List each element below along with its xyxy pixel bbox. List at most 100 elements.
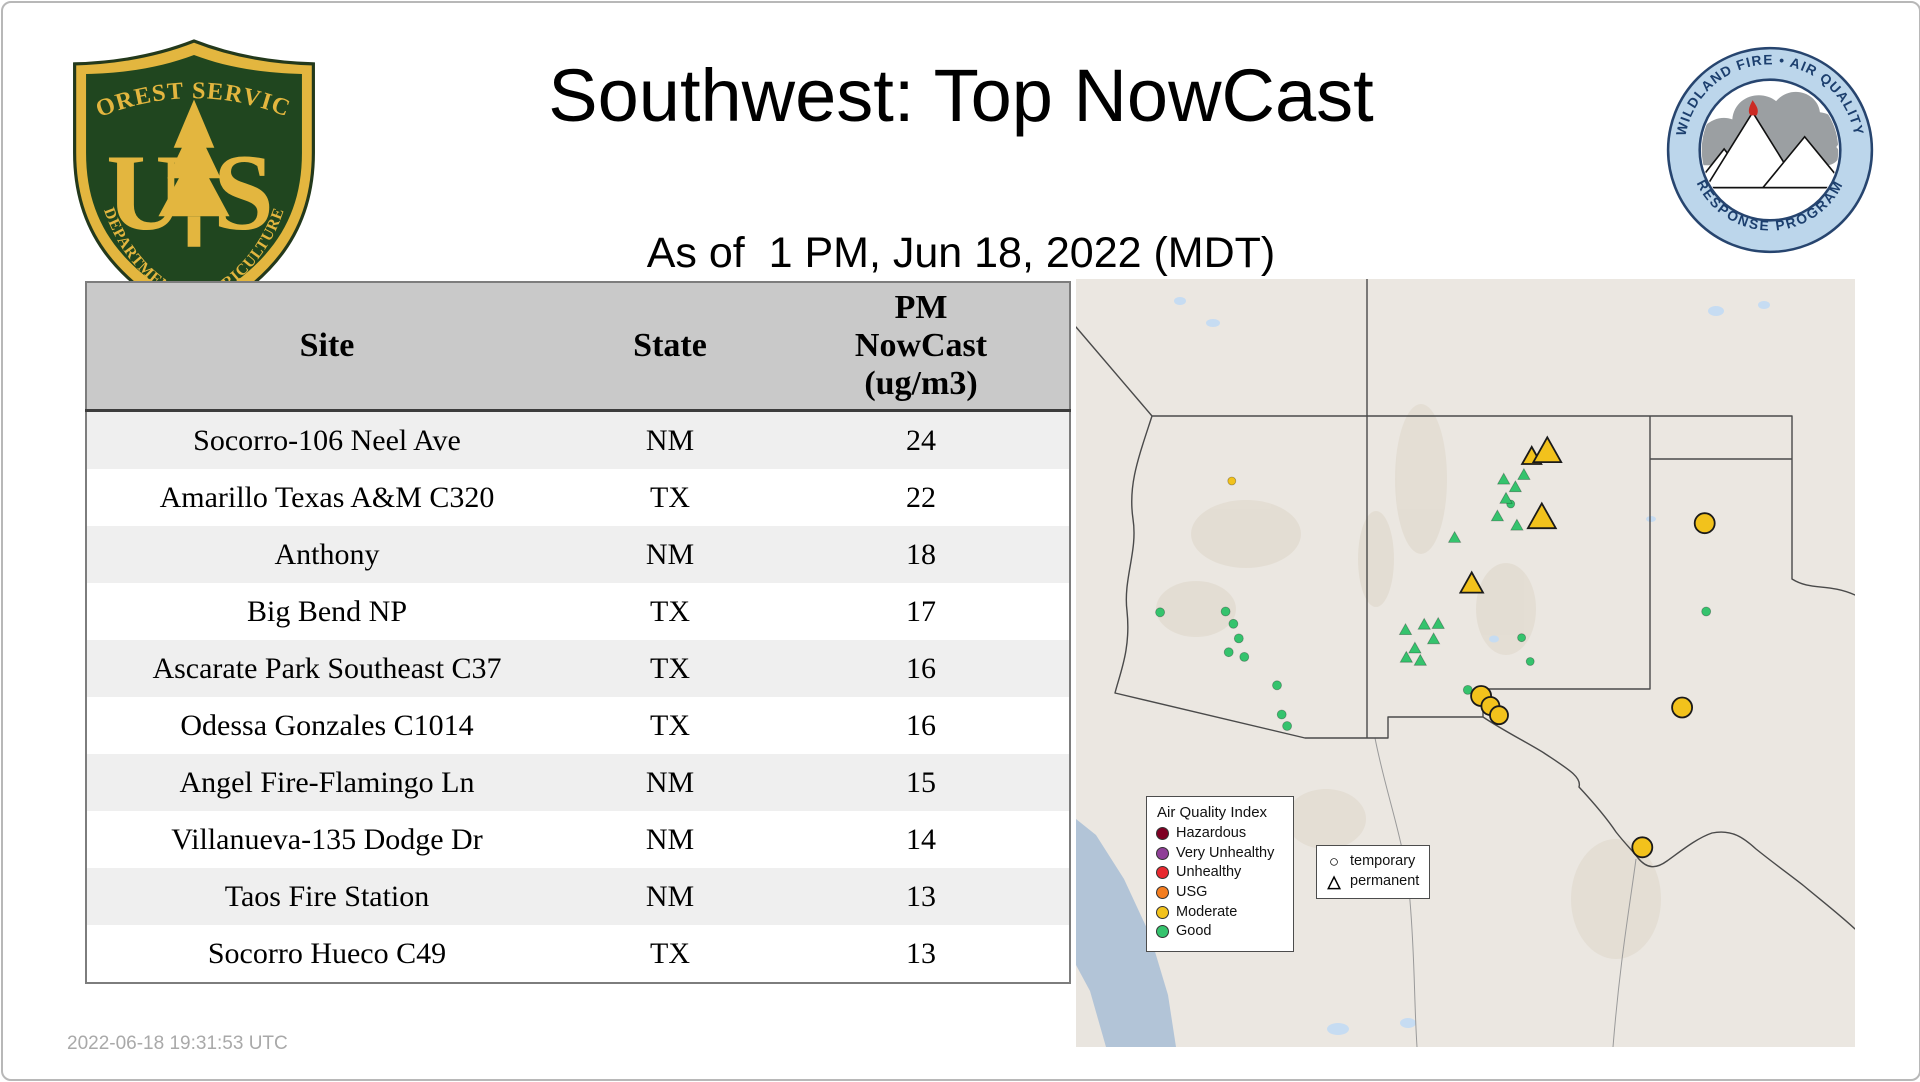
column-header-state: State bbox=[567, 282, 773, 412]
legend-item: Good bbox=[1156, 923, 1284, 940]
cell-nowcast-value: 14 bbox=[773, 811, 1070, 868]
flame-icon bbox=[1748, 100, 1758, 116]
legend-color-swatch bbox=[1156, 885, 1169, 899]
shape-legend-label: permanent bbox=[1350, 873, 1420, 890]
cell-nowcast-value: 16 bbox=[773, 697, 1070, 754]
cell-nowcast-value: 13 bbox=[773, 868, 1070, 925]
map-marker-good-triangle bbox=[1431, 616, 1445, 629]
map-marker-good-dot bbox=[1701, 606, 1712, 617]
legend-item: Moderate bbox=[1156, 904, 1284, 921]
state-borders bbox=[1076, 279, 1855, 930]
table-row: Taos Fire Station NM 13 bbox=[86, 868, 1070, 925]
table-row: Odessa Gonzales C1014 TX 16 bbox=[86, 697, 1070, 754]
map-marker-moderate-circle bbox=[1693, 512, 1716, 535]
legend-color-swatch bbox=[1156, 925, 1169, 939]
cell-state: TX bbox=[567, 469, 773, 526]
table-row: Anthony NM 18 bbox=[86, 526, 1070, 583]
map-marker-good-dot bbox=[1525, 657, 1535, 666]
table-row: Angel Fire-Flamingo Ln NM 15 bbox=[86, 754, 1070, 811]
map-marker-good-triangle bbox=[1447, 530, 1462, 543]
usfs-letter-s: S bbox=[213, 132, 274, 253]
map-marker-good-triangle bbox=[1510, 518, 1524, 531]
legend-item: Unhealthy bbox=[1156, 864, 1284, 881]
baja-land bbox=[1076, 965, 1106, 1047]
aqi-legend-items: Hazardous Very Unhealthy Unhealthy USG Moder… bbox=[1156, 825, 1284, 940]
cell-state: NM bbox=[567, 868, 773, 925]
cell-nowcast-value: 24 bbox=[773, 410, 1070, 469]
shape-legend-item: ○ temporary bbox=[1325, 853, 1419, 870]
map-marker-good-dot bbox=[1276, 709, 1287, 720]
legend-color-swatch bbox=[1156, 826, 1169, 840]
mountains-shape bbox=[1701, 110, 1839, 189]
map-marker-good-triangle bbox=[1496, 472, 1511, 485]
map-marker-good-triangle bbox=[1417, 617, 1431, 630]
shape-legend-label: temporary bbox=[1350, 853, 1416, 870]
cell-state: NM bbox=[567, 526, 773, 583]
map-marker-good-triangle bbox=[1399, 650, 1414, 663]
legend-item: USG bbox=[1156, 884, 1284, 901]
map-marker-good-triangle bbox=[1517, 467, 1531, 480]
seal-artwork bbox=[1701, 91, 1839, 189]
cell-nowcast-value: 16 bbox=[773, 640, 1070, 697]
cell-nowcast-value: 15 bbox=[773, 754, 1070, 811]
map-marker-good-dot bbox=[1223, 647, 1234, 658]
legend-color-swatch bbox=[1156, 846, 1169, 860]
legend-label: Hazardous bbox=[1176, 825, 1247, 841]
legend-label: Unhealthy bbox=[1176, 864, 1242, 881]
cell-state: NM bbox=[567, 410, 773, 469]
page-subtitle: As of 1 PM, Jun 18, 2022 (MDT) bbox=[646, 229, 1276, 277]
map-marker-good-dot bbox=[1272, 680, 1282, 691]
cell-site: Socorro Hueco C49 bbox=[86, 925, 567, 983]
table-row: Socorro-106 Neel Ave NM 24 bbox=[86, 410, 1070, 469]
cell-state: TX bbox=[567, 925, 773, 983]
map-marker-good-dot bbox=[1233, 633, 1244, 644]
map-marker-good-triangle bbox=[1398, 622, 1413, 636]
cell-site: Amarillo Texas A&M C320 bbox=[86, 469, 567, 526]
legend-item: Very Unhealthy bbox=[1156, 845, 1284, 862]
legend-label: USG bbox=[1176, 884, 1208, 901]
cell-state: NM bbox=[567, 811, 773, 868]
map-marker-good-triangle bbox=[1499, 491, 1513, 504]
cell-state: NM bbox=[567, 754, 773, 811]
cell-state: TX bbox=[567, 583, 773, 640]
cell-site: Anthony bbox=[86, 526, 567, 583]
pine-tree-icon bbox=[158, 99, 230, 247]
column-header-pm-text: PM NowCast (ug/m3) bbox=[854, 288, 988, 403]
map-marker-good-dot bbox=[1228, 618, 1239, 629]
nowcast-table: Site State PM NowCast (ug/m3) Socorro-10… bbox=[85, 281, 1071, 984]
map-marker-good-triangle bbox=[1426, 632, 1441, 645]
map-marker-good-dot bbox=[1517, 633, 1527, 643]
aqi-map: Air Quality Index Hazardous Very Unhealth… bbox=[1076, 279, 1855, 1047]
legend-color-swatch bbox=[1156, 866, 1169, 880]
legend-label: Moderate bbox=[1176, 903, 1238, 920]
cell-site: Angel Fire-Flamingo Ln bbox=[86, 754, 567, 811]
map-marker-good-dot bbox=[1239, 651, 1250, 662]
table-row: Amarillo Texas A&M C320 TX 22 bbox=[86, 469, 1070, 526]
map-marker-good-dot bbox=[1220, 606, 1231, 617]
cell-nowcast-value: 13 bbox=[773, 925, 1070, 983]
table-row: Socorro Hueco C49 TX 13 bbox=[86, 925, 1070, 983]
usfs-shield-logo: FOREST SERVICE U S DEPARTMENT OF AGRICUL… bbox=[67, 35, 315, 325]
table-body: Socorro-106 Neel Ave NM 24 Amarillo Texas A… bbox=[86, 410, 1070, 983]
cell-state: TX bbox=[567, 697, 773, 754]
map-marker-good-triangle bbox=[1490, 509, 1505, 522]
map-marker-moderate-circle bbox=[1631, 836, 1654, 859]
legend-color-swatch bbox=[1156, 905, 1169, 919]
aqi-legend: Air Quality Index Hazardous Very Unhealth… bbox=[1146, 796, 1294, 953]
cell-state: TX bbox=[567, 640, 773, 697]
legend-label: Very Unhealthy bbox=[1176, 844, 1275, 861]
table-header: Site State PM NowCast (ug/m3) bbox=[86, 282, 1070, 412]
map-marker-moderate-triangle bbox=[1458, 570, 1485, 594]
shape-legend-item: △ permanent bbox=[1325, 873, 1419, 890]
map-marker-moderate-dot bbox=[1227, 476, 1237, 486]
map-marker-good-triangle bbox=[1508, 480, 1523, 493]
legend-label: Good bbox=[1176, 923, 1212, 940]
aqi-legend-title: Air Quality Index bbox=[1157, 804, 1268, 821]
table-row: Big Bend NP TX 17 bbox=[86, 583, 1070, 640]
cell-nowcast-value: 22 bbox=[773, 469, 1070, 526]
cell-site: Odessa Gonzales C1014 bbox=[86, 697, 567, 754]
terrain-shading bbox=[1156, 404, 1661, 959]
map-marker-moderate-circle bbox=[1671, 696, 1693, 719]
map-marker-moderate-triangle bbox=[1531, 435, 1563, 464]
